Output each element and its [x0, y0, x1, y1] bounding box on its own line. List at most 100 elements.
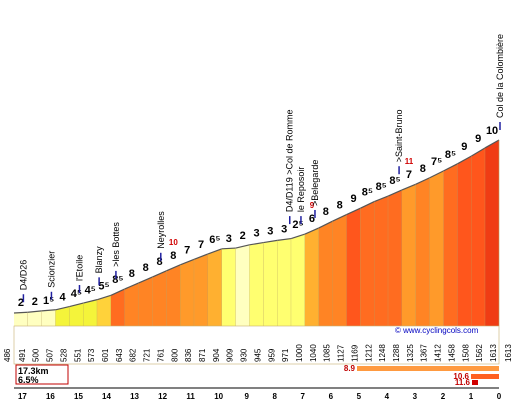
- gradient-label: 2⁵: [292, 219, 303, 231]
- profile-outline: [277, 237, 292, 241]
- place-label: le Reposoir: [296, 167, 306, 213]
- altitude-tick-label: 1085: [323, 344, 332, 362]
- profile-segment: [332, 214, 347, 326]
- profile-segment: [457, 156, 472, 326]
- profile-segment: [291, 234, 305, 326]
- altitude-tick-label: 1367: [420, 344, 429, 362]
- profile-segment: [388, 189, 402, 326]
- profile-outline: [443, 163, 458, 172]
- profile-segment: [249, 242, 264, 326]
- gradient-label: 8⁵: [112, 274, 123, 286]
- altitude-tick-label: 500: [32, 348, 41, 362]
- gradient-label: 8⁵: [445, 149, 456, 161]
- profile-segment: [429, 170, 444, 326]
- summary-box: [15, 364, 69, 385]
- gradient-label: 2: [32, 296, 38, 308]
- altitude-tick-label: 1325: [406, 344, 415, 362]
- altitude-tick-label: 1212: [364, 344, 373, 362]
- profile-outline: [138, 276, 153, 284]
- km-tick-label: 5: [357, 392, 362, 401]
- place-labels: D4/D26 Scionzier l'Etoile Blanzy >les Bottes…: [18, 34, 505, 303]
- profile-segment: [111, 288, 125, 326]
- profile-outline: [249, 241, 264, 246]
- profile-segments: [13, 139, 500, 365]
- stats-bar-label: 11.6: [455, 378, 471, 387]
- profile-outline: [346, 207, 361, 216]
- profile-segment: [97, 295, 111, 326]
- altitude-tick-label: 601: [101, 348, 110, 362]
- profile-outline: [166, 264, 181, 272]
- profile-outline: [110, 288, 126, 296]
- profile-outline: [207, 248, 223, 255]
- gradient-label: 7⁵: [431, 156, 442, 168]
- altitude-band-frame: [13, 325, 500, 365]
- end-altitude-label: 1613: [504, 344, 513, 362]
- profile-segment: [124, 282, 139, 326]
- altitude-tick-label: 871: [198, 348, 207, 362]
- place-label: >Belegarde: [310, 160, 320, 206]
- gradient-label: 2: [240, 230, 246, 242]
- altitude-tick-label: 904: [212, 348, 221, 362]
- km-tick-label: 17: [18, 392, 27, 401]
- gradient-label: 9: [350, 193, 356, 205]
- altitude-tick-label: 1040: [309, 344, 318, 362]
- profile-outline: [484, 139, 500, 149]
- profile-outline: [96, 294, 112, 301]
- profile-segment: [471, 147, 486, 326]
- altitude-tick-label: 528: [59, 348, 68, 362]
- profile-outline: [290, 233, 306, 240]
- profile-outline: [374, 195, 389, 203]
- altitude-tick-label: 945: [253, 348, 262, 362]
- profile-segment: [166, 264, 181, 326]
- profile-outline: [13, 311, 28, 314]
- profile-segment: [180, 259, 195, 326]
- profile-outline: [41, 309, 56, 312]
- km-tick-label: 14: [102, 392, 111, 401]
- stats-bar: [472, 380, 478, 385]
- summary-distance: 17.3km: [18, 366, 49, 376]
- gradient-label: 8: [323, 206, 329, 218]
- profile-segment: [27, 310, 42, 326]
- profile-segment: [41, 309, 56, 326]
- altitude-tick-label: 836: [184, 348, 193, 362]
- altitude-tick-label: 1508: [461, 344, 470, 362]
- profile-segment: [305, 227, 319, 326]
- profile-segment: [402, 184, 416, 326]
- altitude-tick-label: 1169: [350, 344, 359, 362]
- profile-outline: [83, 299, 98, 304]
- profile-segment: [208, 248, 222, 326]
- gradient-label: 3: [281, 224, 287, 236]
- profile-segment: [277, 238, 292, 326]
- stats-bar: [357, 366, 499, 371]
- profile-outline: [124, 282, 139, 290]
- gradient-label: 8: [170, 250, 176, 262]
- km-tick-label: 13: [130, 392, 139, 401]
- km-tick-label: 3: [413, 392, 418, 401]
- place-label: l'Etoile: [74, 255, 84, 281]
- altitude-tick-label: 959: [267, 348, 276, 362]
- km-tick-label: 12: [158, 392, 167, 401]
- profile-segment: [346, 208, 361, 326]
- gradient-label: 8⁵: [376, 181, 387, 193]
- km-tick-label: 1: [469, 392, 474, 401]
- gradient-label: 8: [420, 163, 426, 175]
- gradient-label: 5⁵: [98, 280, 109, 292]
- altitude-tick-label: 507: [46, 348, 55, 362]
- km-tick-label: 7: [301, 392, 306, 401]
- profile-segment: [83, 299, 98, 326]
- profile-outline: [429, 170, 444, 179]
- profile-outline: [235, 244, 250, 249]
- altitude-tick-label: 1000: [295, 344, 304, 362]
- gradient-label: 6⁵: [209, 234, 220, 246]
- gradient-label: 3: [226, 233, 232, 245]
- gradient-label: 7: [198, 239, 204, 251]
- place-label: D4/D26: [18, 260, 28, 291]
- gradient-label: 7: [184, 244, 190, 256]
- place-label: D4/D119 >Col de Romme: [285, 109, 295, 212]
- profile-segment: [221, 248, 236, 326]
- gradient-label: 3: [267, 225, 273, 237]
- stats-bar: [471, 374, 499, 379]
- place-label: Blanzy: [94, 246, 104, 274]
- gradient-label: 4⁵: [71, 288, 82, 300]
